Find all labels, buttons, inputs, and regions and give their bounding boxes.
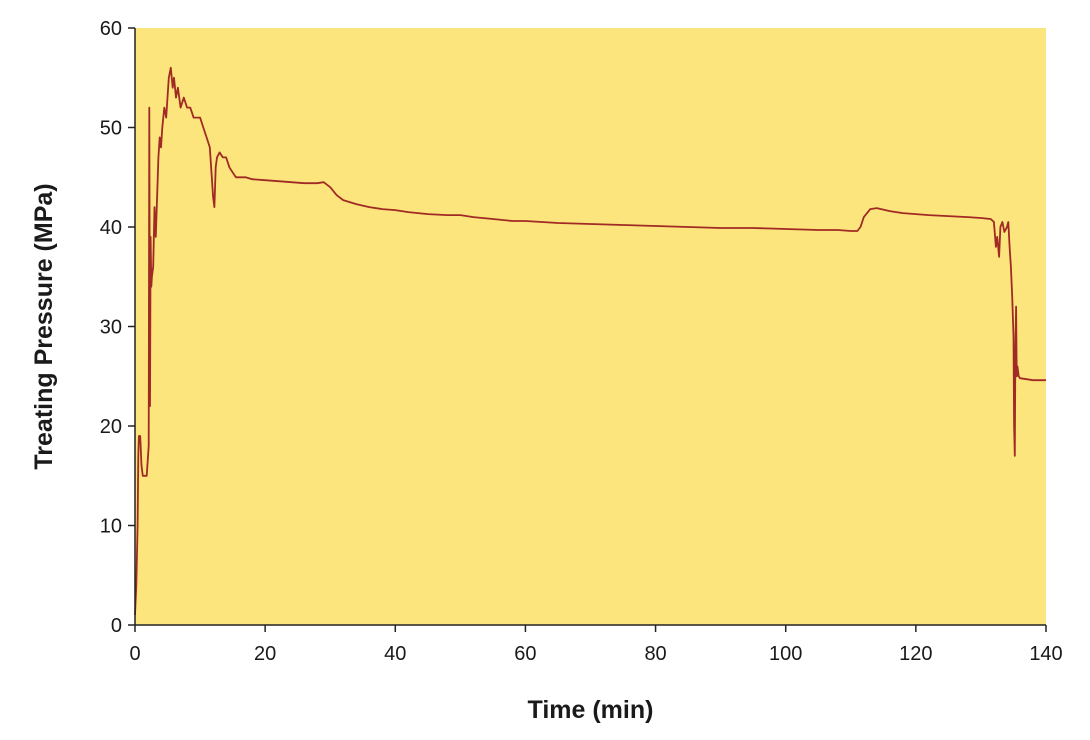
x-tick-label: 60 <box>514 643 536 665</box>
y-tick-label: 50 <box>100 118 122 140</box>
x-tick-label: 120 <box>899 643 932 665</box>
y-tick-label: 20 <box>100 416 122 438</box>
y-tick-label: 30 <box>100 317 122 339</box>
x-tick-label: 100 <box>769 643 802 665</box>
x-tick-label: 80 <box>644 643 666 665</box>
x-tick-label: 0 <box>129 643 140 665</box>
series-line-treating-pressure <box>134 66 1046 616</box>
y-tick-label: 40 <box>100 217 122 239</box>
y-axis-ticks: 0 10 20 30 40 50 60 <box>100 18 135 637</box>
y-axis-title: Treating Pressure (MPa) <box>30 183 58 469</box>
y-tick-label: 0 <box>111 615 122 637</box>
x-axis-ticks: 0 20 40 60 80 100 120 140 <box>129 625 1063 665</box>
y-tick-label: 60 <box>100 18 122 40</box>
x-tick-label: 140 <box>1029 643 1062 665</box>
x-axis-title: Time (min) <box>528 696 654 724</box>
x-tick-label: 40 <box>384 643 406 665</box>
plot-area <box>135 28 1046 625</box>
y-tick-label: 10 <box>100 516 122 538</box>
x-tick-label: 20 <box>254 643 276 665</box>
